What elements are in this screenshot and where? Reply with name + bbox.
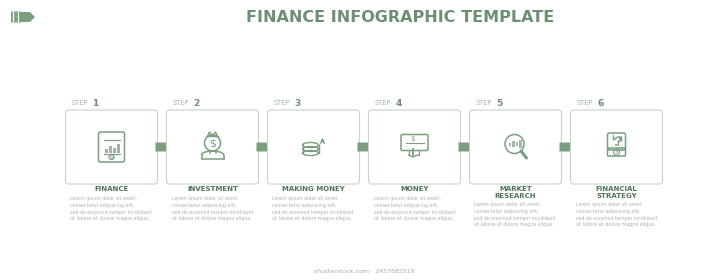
Circle shape: [620, 138, 621, 139]
Bar: [108, 146, 111, 153]
FancyBboxPatch shape: [167, 110, 258, 184]
Text: FINANCIAL
STRATEGY: FINANCIAL STRATEGY: [596, 186, 638, 199]
Text: MAKING MONEY: MAKING MONEY: [282, 186, 345, 192]
Text: FINANCE INFOGRAPHIC TEMPLATE: FINANCE INFOGRAPHIC TEMPLATE: [246, 10, 554, 25]
Polygon shape: [357, 143, 371, 151]
Text: shutterstock.com · 2457885519: shutterstock.com · 2457885519: [314, 269, 414, 274]
FancyBboxPatch shape: [368, 110, 461, 184]
Text: MARKET
RESEARCH: MARKET RESEARCH: [495, 186, 537, 199]
Text: FINANCE: FINANCE: [95, 186, 129, 192]
Text: MONEY: MONEY: [400, 186, 429, 192]
Text: STEP: STEP: [274, 100, 290, 106]
Text: $: $: [209, 138, 216, 148]
Text: Lorem ipsum dolor sit amet,
consectetur adipiscing elit,
sed do eiusmod tempor i: Lorem ipsum dolor sit amet, consectetur …: [373, 196, 455, 221]
FancyBboxPatch shape: [571, 110, 662, 184]
Bar: [508, 143, 511, 146]
Polygon shape: [256, 143, 271, 151]
FancyBboxPatch shape: [267, 110, 360, 184]
Text: $: $: [110, 155, 114, 160]
Text: STEP: STEP: [475, 100, 492, 106]
Bar: [105, 149, 108, 153]
Text: 4: 4: [395, 99, 402, 108]
Polygon shape: [20, 12, 35, 22]
Text: 2: 2: [194, 99, 199, 108]
Text: Lorem ipsum dolor sit amet,
consectetur adipiscing elit,
sed do eiusmod tempor i: Lorem ipsum dolor sit amet, consectetur …: [475, 202, 556, 227]
Text: Lorem ipsum dolor sit amet,
consectetur adipiscing elit,
sed do eiusmod tempor i: Lorem ipsum dolor sit amet, consectetur …: [576, 202, 657, 227]
Bar: [519, 140, 521, 148]
Bar: [113, 148, 116, 153]
Text: 6: 6: [598, 99, 604, 108]
Text: $: $: [411, 136, 415, 142]
Polygon shape: [459, 143, 472, 151]
Text: Lorem ipsum dolor sit amet,
consectetur adipiscing elit,
sed do eiusmod tempor i: Lorem ipsum dolor sit amet, consectetur …: [71, 196, 152, 221]
Bar: [116, 144, 119, 153]
Text: STEP: STEP: [577, 100, 593, 106]
Text: 5: 5: [496, 99, 503, 108]
Text: INVESTMENT: INVESTMENT: [187, 186, 238, 192]
Text: 3: 3: [295, 99, 301, 108]
Bar: [515, 142, 518, 146]
Polygon shape: [156, 143, 170, 151]
FancyBboxPatch shape: [470, 110, 561, 184]
Text: STEP: STEP: [374, 100, 391, 106]
Text: 1: 1: [92, 99, 99, 108]
Text: Lorem ipsum dolor sit amet,
consectetur adipiscing elit,
sed do eiusmod tempor i: Lorem ipsum dolor sit amet, consectetur …: [272, 196, 354, 221]
Text: STEP: STEP: [71, 100, 88, 106]
Text: STEP: STEP: [173, 100, 189, 106]
Bar: [512, 141, 515, 147]
Text: $: $: [614, 150, 618, 155]
FancyBboxPatch shape: [66, 110, 157, 184]
Text: Lorem ipsum dolor sit amet,
consectetur adipiscing elit,
sed do eiusmod tempor i: Lorem ipsum dolor sit amet, consectetur …: [172, 196, 253, 221]
Polygon shape: [560, 143, 574, 151]
